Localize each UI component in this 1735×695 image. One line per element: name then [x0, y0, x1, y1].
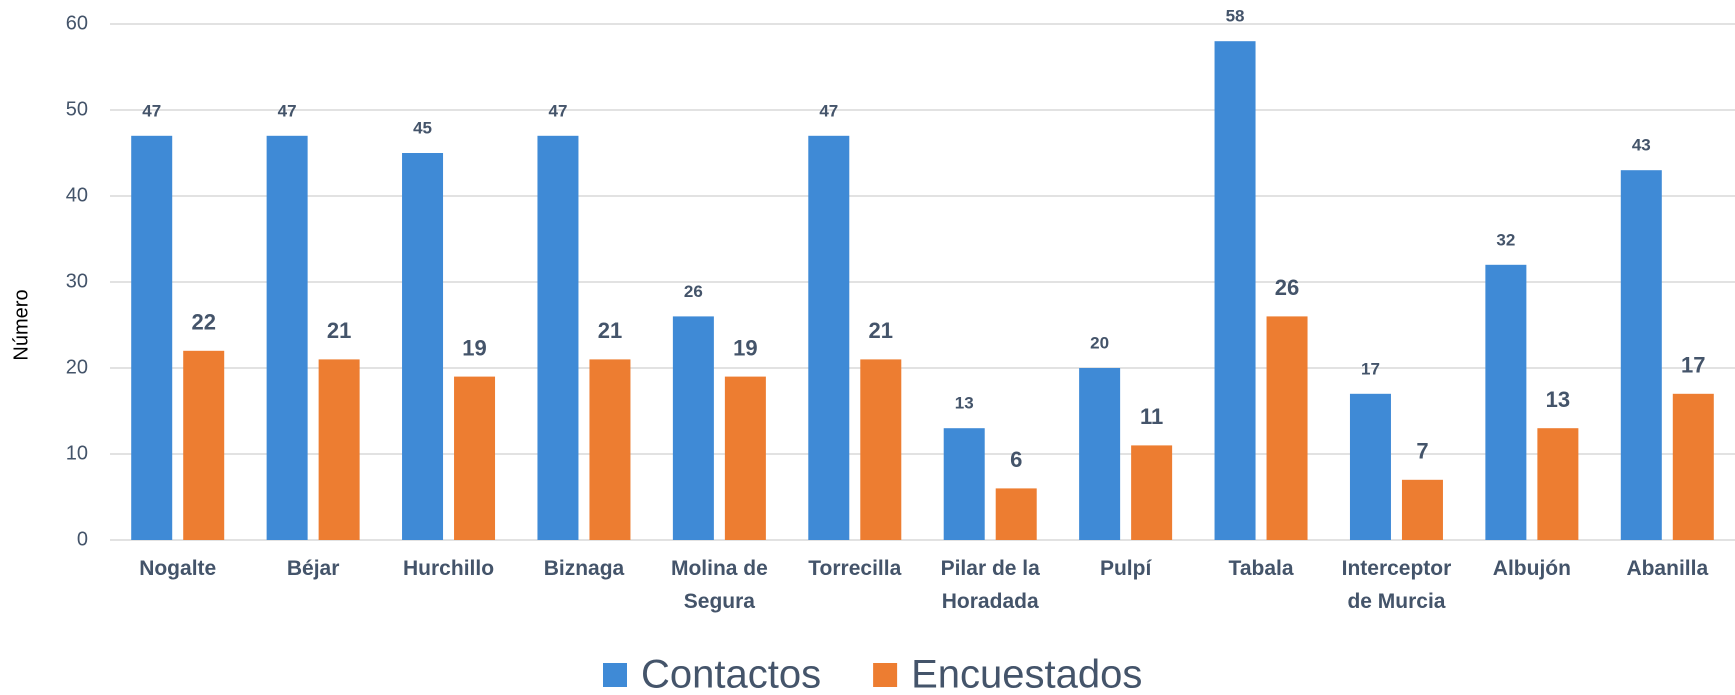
data-label: 47	[819, 101, 838, 120]
bar	[672, 316, 714, 540]
data-label: 21	[869, 318, 893, 343]
legend-swatch	[603, 663, 627, 687]
data-label: 22	[191, 310, 215, 335]
data-label: 11	[1140, 404, 1163, 429]
x-tick-label: Pilar de la Horadada	[940, 557, 1040, 613]
data-label: 17	[1361, 359, 1380, 378]
x-tick-label: Pulpí	[1099, 557, 1152, 580]
x-tick-label: Abanilla	[1626, 557, 1709, 580]
data-label: 47	[548, 101, 567, 120]
data-label: 26	[684, 282, 703, 301]
data-label: 20	[1090, 333, 1109, 352]
bar	[860, 359, 902, 540]
bar	[266, 135, 308, 541]
y-axis-label: Número	[10, 289, 32, 360]
x-tick-label: Interceptor de Murcia	[1341, 557, 1452, 613]
bar	[1131, 445, 1173, 540]
x-tick-label: Biznaga	[543, 557, 625, 580]
data-label: 47	[142, 101, 161, 120]
bar	[318, 359, 360, 540]
legend-label: Encuestados	[911, 653, 1142, 695]
data-label: 26	[1275, 275, 1299, 300]
x-tick-label: Molina de Segura	[670, 557, 768, 613]
bar	[808, 135, 850, 541]
data-label: 32	[1496, 230, 1515, 249]
data-label: 13	[1546, 387, 1570, 412]
y-tick-label: 10	[66, 442, 88, 464]
y-tick-label: 20	[66, 356, 88, 378]
data-label: 47	[278, 101, 297, 120]
legend-label: Contactos	[641, 653, 821, 695]
bar	[1079, 368, 1121, 540]
x-tick-label: Tabala	[1228, 557, 1294, 580]
x-tick-label: Albujón	[1492, 557, 1571, 580]
y-tick-label: 50	[66, 98, 88, 120]
bar	[1401, 479, 1443, 540]
bar	[589, 359, 631, 540]
data-label: 13	[955, 394, 974, 413]
data-label: 19	[733, 335, 757, 360]
data-label: 19	[462, 335, 486, 360]
bar	[1672, 393, 1714, 540]
bar	[943, 428, 985, 540]
data-label: 21	[327, 318, 351, 343]
data-label: 21	[598, 318, 622, 343]
bar	[131, 135, 173, 541]
legend-swatch	[873, 663, 898, 687]
data-label: 43	[1632, 136, 1651, 155]
bar	[183, 350, 225, 540]
x-tick-label: Hurchillo	[403, 557, 495, 580]
bar	[402, 153, 444, 540]
data-label: 58	[1226, 7, 1245, 26]
bar	[724, 376, 766, 540]
bar	[537, 135, 579, 541]
bar	[1620, 170, 1662, 540]
data-label: 7	[1416, 439, 1428, 464]
y-tick-label: 30	[66, 270, 88, 292]
data-label: 6	[1010, 447, 1022, 472]
x-tick-label: Béjar	[286, 557, 340, 580]
y-tick-label: 40	[66, 184, 88, 206]
y-tick-label: 60	[66, 12, 88, 34]
bar	[1485, 264, 1527, 540]
x-tick-label: Nogalte	[139, 557, 217, 580]
y-tick-label: 0	[77, 528, 88, 550]
bar	[1537, 428, 1579, 540]
x-tick-label: Torrecilla	[808, 557, 902, 580]
data-label: 17	[1681, 353, 1705, 378]
bar	[1214, 41, 1256, 540]
data-label: 45	[413, 118, 432, 137]
bar	[1266, 316, 1308, 540]
bar	[995, 488, 1037, 540]
bar	[454, 376, 496, 540]
bar	[1349, 393, 1391, 540]
